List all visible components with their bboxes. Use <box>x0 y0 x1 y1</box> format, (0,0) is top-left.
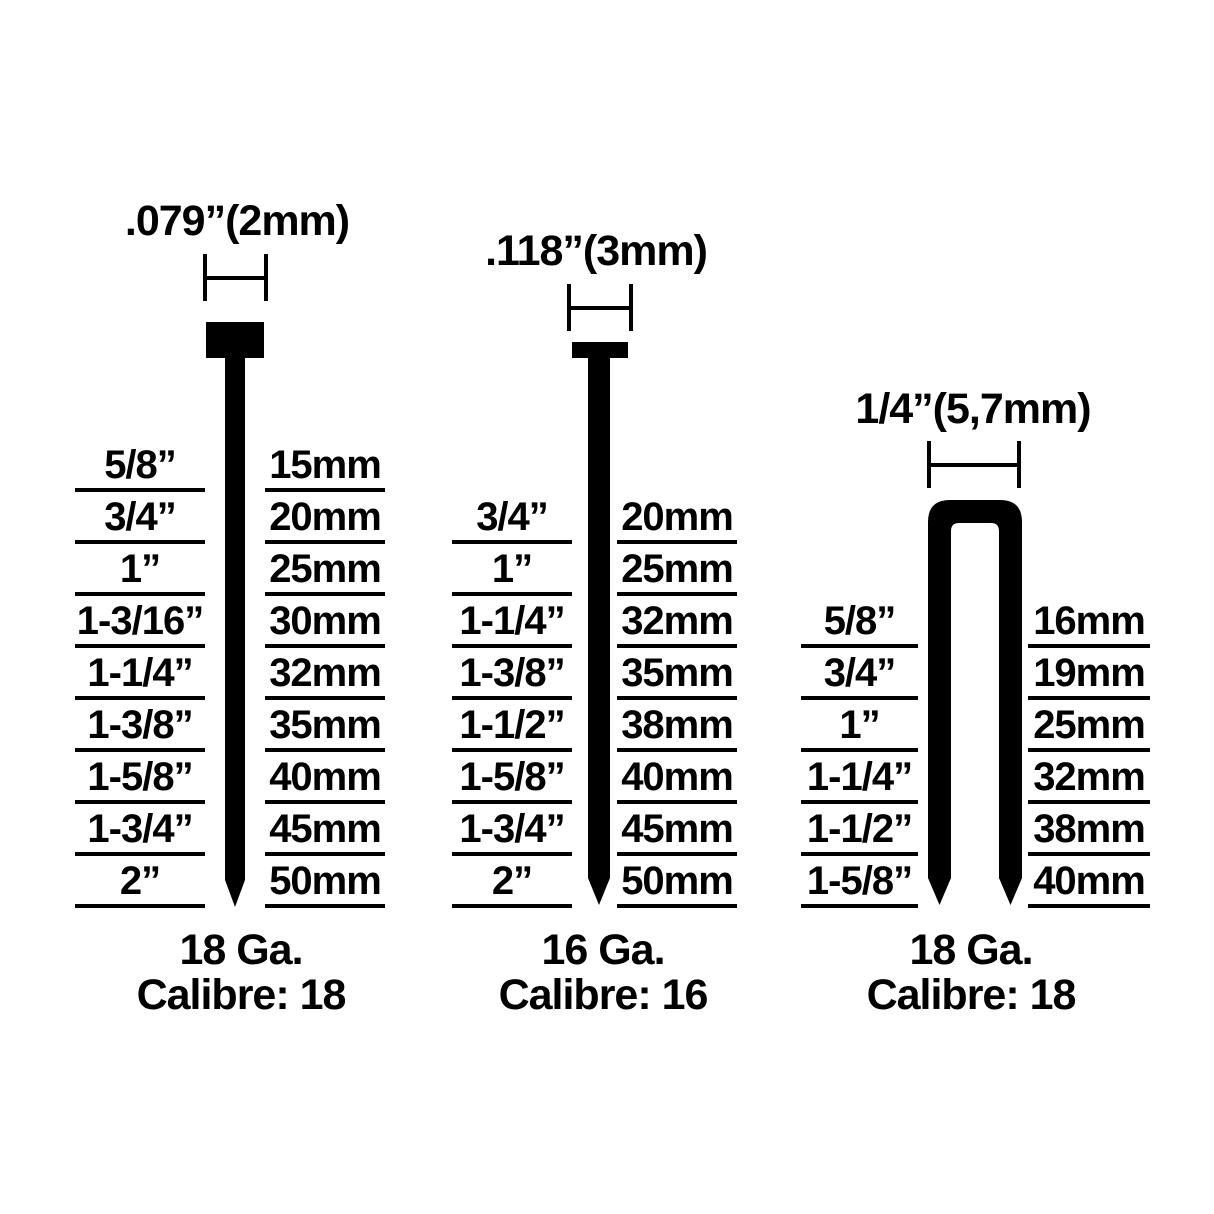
inch-size-cell: 3/4” <box>452 496 572 544</box>
mm-size-cell: 16mm <box>1028 600 1150 648</box>
calibre-label: Calibre: 18 <box>136 971 347 1019</box>
inch-size-cell: 1-1/4” <box>75 652 205 700</box>
mm-size-cell: 38mm <box>1028 808 1150 856</box>
mm-size-cell: 40mm <box>617 756 737 804</box>
inch-size-cell: 1-5/8” <box>801 860 918 908</box>
gauge-label: 18 Ga. <box>909 926 1033 974</box>
mm-size-cell: 30mm <box>265 600 385 648</box>
inch-size-cell: 5/8” <box>75 444 205 492</box>
bracket-crossbar <box>927 463 1021 467</box>
inch-size-cell: 1-1/2” <box>452 704 572 752</box>
inch-size-cell: 3/4” <box>75 496 205 544</box>
inch-size-cell: 1-1/4” <box>452 600 572 648</box>
mm-size-cell: 25mm <box>617 548 737 596</box>
bracket-crossbar <box>567 306 633 310</box>
inch-size-cell: 2” <box>75 860 205 908</box>
inch-size-cell: 2” <box>452 860 572 908</box>
gauge-footer-brad-nail: 18 Ga. Calibre: 18 <box>91 928 391 1018</box>
inch-size-cell: 1-3/4” <box>452 808 572 856</box>
inch-size-cell: 3/4” <box>801 652 918 700</box>
mm-size-cell: 20mm <box>617 496 737 544</box>
dimension-label-finish-nail: .118”(3mm) <box>485 227 708 275</box>
inch-size-cell: 1” <box>452 548 572 596</box>
mm-size-cell: 45mm <box>265 808 385 856</box>
mm-size-cell: 35mm <box>265 704 385 752</box>
mm-size-cell: 50mm <box>265 860 385 908</box>
calibre-label: Calibre: 18 <box>866 971 1077 1019</box>
mm-size-cell: 45mm <box>617 808 737 856</box>
inch-size-cell: 1-5/8” <box>452 756 572 804</box>
mm-size-cell: 20mm <box>265 496 385 544</box>
mm-size-cell: 25mm <box>265 548 385 596</box>
calibre-label: Calibre: 16 <box>498 971 709 1019</box>
mm-size-cell: 50mm <box>617 860 737 908</box>
brad-nail-graphic <box>206 322 264 907</box>
mm-size-cell: 25mm <box>1028 704 1150 752</box>
inch-size-cell: 1” <box>75 548 205 596</box>
mm-size-cell: 40mm <box>1028 860 1150 908</box>
mm-size-cell: 38mm <box>617 704 737 752</box>
inch-size-cell: 5/8” <box>801 600 918 648</box>
gauge-label: 18 Ga. <box>179 926 303 974</box>
gauge-label: 16 Ga. <box>541 926 665 974</box>
inch-size-cell: 1” <box>801 704 918 752</box>
bracket-crossbar <box>203 276 268 280</box>
inch-size-cell: 1-3/8” <box>75 704 205 752</box>
mm-size-cell: 35mm <box>617 652 737 700</box>
mm-size-cell: 15mm <box>265 444 385 492</box>
inch-size-cell: 1-1/4” <box>801 756 918 804</box>
inch-size-cell: 1-3/4” <box>75 808 205 856</box>
gauge-footer-finish-nail: 16 Ga. Calibre: 16 <box>453 928 753 1018</box>
mm-size-cell: 32mm <box>265 652 385 700</box>
inch-size-cell: 1-1/2” <box>801 808 918 856</box>
inch-size-cell: 1-5/8” <box>75 756 205 804</box>
mm-size-cell: 40mm <box>265 756 385 804</box>
inch-size-cell: 1-3/16” <box>75 600 205 648</box>
dimension-label-brad-nail: .079”(2mm) <box>124 197 350 245</box>
inch-size-cell: 1-3/8” <box>452 652 572 700</box>
mm-size-cell: 32mm <box>617 600 737 648</box>
gauge-footer-staple: 18 Ga. Calibre: 18 <box>821 928 1121 1018</box>
dimension-label-staple: 1/4”(5,7mm) <box>855 385 1091 433</box>
finish-nail-graphic <box>572 342 628 905</box>
staple-graphic <box>928 500 1022 905</box>
mm-size-cell: 19mm <box>1028 652 1150 700</box>
mm-size-cell: 32mm <box>1028 756 1150 804</box>
